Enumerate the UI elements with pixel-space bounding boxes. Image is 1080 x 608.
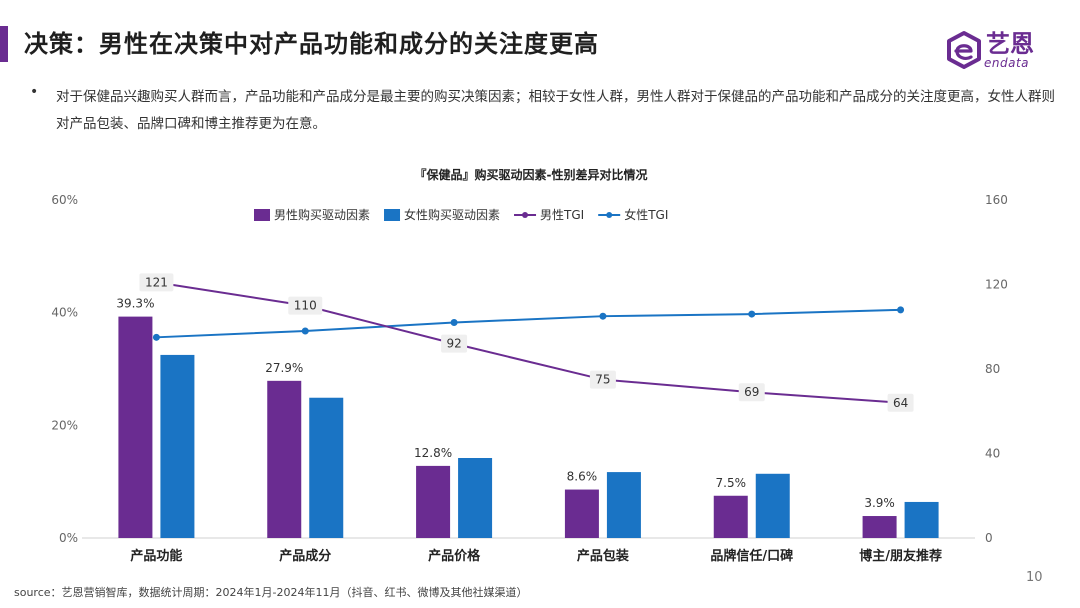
male-bar-value-label: 8.6% (567, 470, 598, 484)
footer-source: source：艺恩营销智库，数据统计周期：2024年1月-2024年11月（抖音… (14, 586, 528, 599)
male-tgi-value-label: 110 (294, 299, 317, 313)
female-driver-bar (458, 458, 493, 538)
logo-text-cn: 艺恩 (986, 30, 1034, 58)
bullet-dot-icon: • (30, 84, 39, 100)
legend-swatch-bar (384, 209, 401, 221)
male-bar-value-label: 39.3% (116, 297, 154, 311)
female-tgi-line (156, 308, 901, 339)
male-tgi-label-bg (589, 370, 616, 389)
y-right-tick-label: 40 (985, 447, 1000, 461)
x-category-label: 产品包装 (577, 548, 629, 564)
male-tgi-label-bg (887, 393, 914, 412)
driver-chart: 『保健品』购买驱动因素-性别差异对比情况 0% 20% 40% 60% 0 40 80 120 1… (51, 167, 1008, 564)
male-bar-value-label: 7.5% (716, 476, 747, 490)
y-right-tick-label: 0 (985, 531, 993, 545)
female-driver-bar (309, 397, 344, 538)
male-tgi-value-label: 75 (595, 373, 610, 387)
legend-swatch-marker (522, 212, 529, 218)
male-tgi-value-label: 92 (446, 337, 461, 351)
legend-label: 女性购买驱动因素 (404, 207, 500, 222)
chart-title: 『保健品』购买驱动因素-性别差异对比情况 (415, 167, 648, 182)
endata-logo-icon (947, 31, 981, 69)
male-driver-bar (118, 316, 153, 538)
logo-text-en: endata (984, 56, 1030, 70)
page-title: 决策：男性在决策中对产品功能和成分的关注度更高 (24, 30, 599, 58)
title-accent-bar (0, 26, 8, 62)
male-driver-bar (862, 516, 897, 538)
female-tgi-point (897, 306, 905, 314)
male-driver-bar (267, 380, 302, 538)
male-tgi-value-label: 64 (893, 396, 908, 410)
x-category-label: 品牌信任/口碑 (710, 548, 793, 564)
x-category-label: 产品功能 (130, 548, 182, 564)
female-tgi-point (301, 327, 309, 335)
male-driver-bar (713, 495, 748, 538)
y-right-tick-label: 120 (985, 278, 1008, 292)
female-driver-bar (160, 354, 195, 538)
male-tgi-label-bg (288, 296, 323, 315)
y-left-tick-label: 20% (51, 418, 78, 432)
female-tgi-point (152, 333, 160, 341)
female-tgi-point (599, 312, 607, 320)
legend-label: 男性购买驱动因素 (274, 207, 370, 222)
male-driver-bar (416, 465, 451, 538)
male-tgi-line (156, 281, 901, 404)
female-driver-bar (904, 501, 939, 538)
y-right-tick-label: 80 (985, 362, 1000, 376)
y-right-tick-label: 160 (985, 193, 1008, 207)
male-tgi-label-bg (441, 334, 468, 353)
y-left-tick-label: 0% (59, 531, 78, 545)
summary-text: 对于保健品兴趣购买人群而言，产品功能和产品成分是最主要的购买决策因素；相较于女性… (56, 89, 1055, 132)
female-driver-bar (755, 473, 790, 538)
female-tgi-point (748, 310, 756, 318)
endata-logo: 艺恩 endata (944, 22, 1054, 76)
legend-swatch-marker (606, 212, 613, 218)
x-category-label: 产品价格 (428, 548, 481, 564)
x-category-label: 产品成分 (279, 548, 331, 564)
male-bar-value-label: 3.9% (864, 496, 895, 510)
female-tgi-point (450, 319, 458, 327)
male-bar-value-label: 27.9% (265, 361, 303, 375)
male-bar-value-label: 12.8% (414, 446, 452, 460)
male-driver-bar (564, 489, 599, 538)
male-tgi-value-label: 121 (145, 275, 168, 289)
x-category-label: 博主/朋友推荐 (859, 548, 942, 564)
legend-label: 女性TGI (624, 207, 668, 222)
legend-label: 男性TGI (540, 208, 584, 222)
legend-swatch-bar (254, 209, 270, 221)
y-left-tick-label: 40% (51, 306, 78, 320)
female-driver-bar (606, 472, 641, 538)
page-number: 10 (1026, 570, 1043, 585)
male-tgi-label-bg (139, 273, 174, 292)
male-tgi-label-bg (738, 383, 765, 402)
male-tgi-value-label: 69 (744, 385, 759, 399)
y-left-tick-label: 60% (51, 193, 78, 207)
